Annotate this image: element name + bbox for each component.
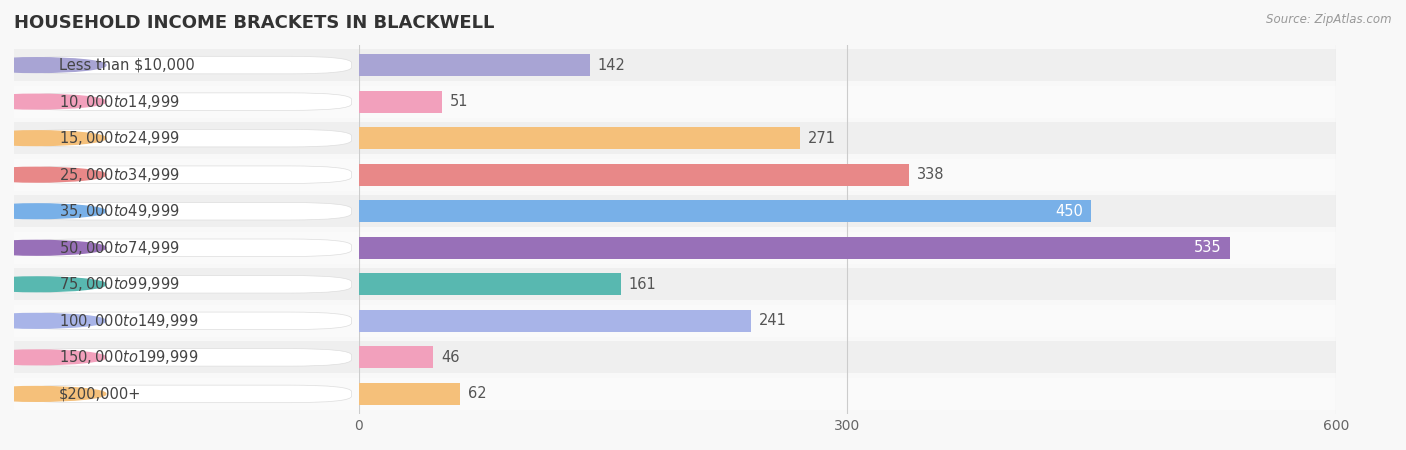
Bar <box>359 237 1230 259</box>
Circle shape <box>0 58 105 72</box>
Text: $10,000 to $14,999: $10,000 to $14,999 <box>59 93 180 111</box>
Bar <box>14 195 359 227</box>
Bar <box>359 54 589 76</box>
Circle shape <box>0 94 105 109</box>
Text: 161: 161 <box>628 277 657 292</box>
Text: $200,000+: $200,000+ <box>59 387 141 401</box>
Bar <box>359 341 1336 374</box>
Text: 450: 450 <box>1056 204 1083 219</box>
Bar <box>359 232 1336 264</box>
FancyBboxPatch shape <box>21 93 351 110</box>
Bar <box>359 383 460 405</box>
Bar <box>359 273 620 295</box>
FancyBboxPatch shape <box>21 349 351 366</box>
Text: HOUSEHOLD INCOME BRACKETS IN BLACKWELL: HOUSEHOLD INCOME BRACKETS IN BLACKWELL <box>14 14 495 32</box>
Text: 51: 51 <box>450 94 468 109</box>
Bar <box>14 305 359 337</box>
FancyBboxPatch shape <box>21 275 351 293</box>
Circle shape <box>0 314 105 328</box>
Text: $35,000 to $49,999: $35,000 to $49,999 <box>59 202 180 220</box>
Bar <box>14 86 359 118</box>
Bar <box>359 86 1336 118</box>
FancyBboxPatch shape <box>21 130 351 147</box>
Circle shape <box>0 240 105 255</box>
Bar <box>359 305 1336 337</box>
Bar <box>14 378 359 410</box>
Text: $25,000 to $34,999: $25,000 to $34,999 <box>59 166 180 184</box>
Bar <box>359 346 433 369</box>
Text: Less than $10,000: Less than $10,000 <box>59 58 194 72</box>
Text: $50,000 to $74,999: $50,000 to $74,999 <box>59 239 180 257</box>
Text: Source: ZipAtlas.com: Source: ZipAtlas.com <box>1267 14 1392 27</box>
Circle shape <box>0 387 105 401</box>
Bar <box>359 200 1091 222</box>
FancyBboxPatch shape <box>21 385 351 403</box>
Text: $15,000 to $24,999: $15,000 to $24,999 <box>59 129 180 147</box>
FancyBboxPatch shape <box>21 56 351 74</box>
Bar <box>14 232 359 264</box>
Text: 241: 241 <box>759 313 787 328</box>
Text: 271: 271 <box>808 130 837 146</box>
Circle shape <box>0 204 105 219</box>
Bar <box>359 122 1336 154</box>
Bar <box>359 268 1336 301</box>
FancyBboxPatch shape <box>21 202 351 220</box>
Bar <box>14 49 359 81</box>
Circle shape <box>0 167 105 182</box>
Text: 338: 338 <box>917 167 945 182</box>
Text: 142: 142 <box>598 58 626 72</box>
Circle shape <box>0 277 105 292</box>
Bar <box>14 268 359 301</box>
Bar <box>359 127 800 149</box>
Bar <box>359 49 1336 81</box>
Text: 62: 62 <box>468 387 486 401</box>
Bar <box>359 310 751 332</box>
Text: 535: 535 <box>1194 240 1222 255</box>
Text: 46: 46 <box>441 350 460 365</box>
Circle shape <box>0 131 105 145</box>
Circle shape <box>0 350 105 365</box>
Bar <box>359 158 1336 191</box>
Bar <box>359 164 910 186</box>
Bar <box>359 195 1336 227</box>
Bar <box>14 122 359 154</box>
FancyBboxPatch shape <box>21 239 351 256</box>
Bar <box>359 378 1336 410</box>
Text: $150,000 to $199,999: $150,000 to $199,999 <box>59 348 198 366</box>
Bar <box>14 158 359 191</box>
Bar <box>359 90 441 112</box>
FancyBboxPatch shape <box>21 312 351 329</box>
Text: $100,000 to $149,999: $100,000 to $149,999 <box>59 312 198 330</box>
FancyBboxPatch shape <box>21 166 351 184</box>
Bar <box>14 341 359 374</box>
Text: $75,000 to $99,999: $75,000 to $99,999 <box>59 275 180 293</box>
